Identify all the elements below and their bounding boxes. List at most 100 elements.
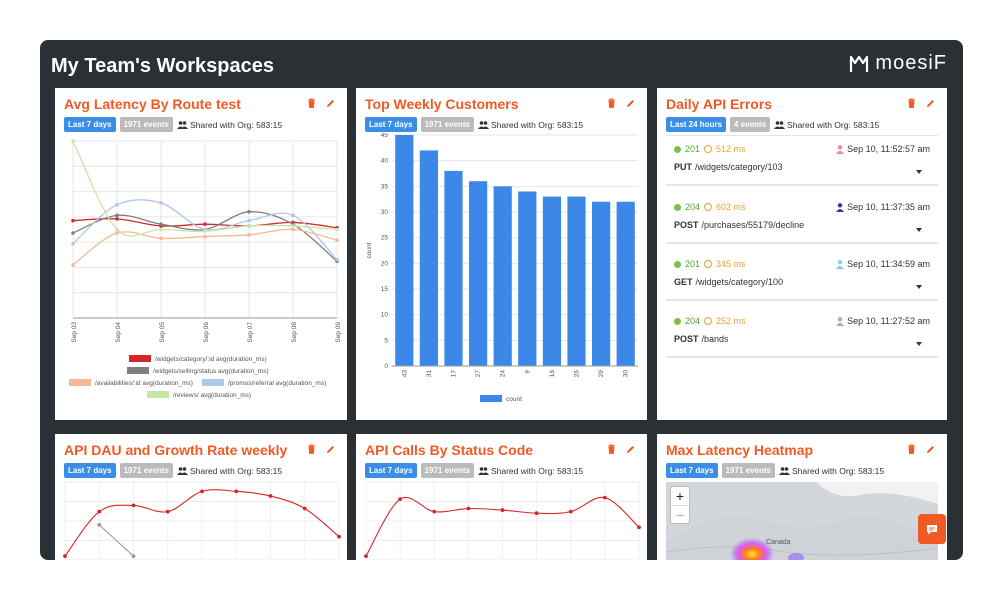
timestamp: Sep 10, 11:37:35 am xyxy=(847,202,930,212)
expand-caret-icon[interactable] xyxy=(916,342,922,346)
customers-chart: 0 5 10 15 20 25 30 35 40 45 count 43 31 17 27 24 9 16 26 29… xyxy=(366,133,638,403)
duration: 345 ms xyxy=(716,259,746,269)
zoom-out-button[interactable]: − xyxy=(671,505,689,523)
time-range-badge[interactable]: Last 7 days xyxy=(365,463,417,478)
x-tick-label: Sep 03 xyxy=(71,322,78,343)
card-latency-heatmap: Max Latency Heatmap Last 7 days 1971 eve… xyxy=(657,434,947,560)
delete-icon[interactable] xyxy=(907,444,916,454)
edit-icon[interactable] xyxy=(626,98,635,108)
timestamp: Sep 10, 11:52:57 am xyxy=(847,144,930,154)
delete-icon[interactable] xyxy=(307,444,316,454)
bar xyxy=(444,170,463,366)
data-point xyxy=(247,224,251,228)
error-list-item[interactable]: 201 345 ms Sep 10, 11:34:59 am GET/widge… xyxy=(666,251,938,301)
y-tick-label: 5 xyxy=(384,337,388,344)
time-range-badge[interactable]: Last 7 days xyxy=(64,117,116,132)
legend-swatch xyxy=(69,379,91,386)
http-method: GET xyxy=(674,277,693,287)
data-point xyxy=(302,506,307,511)
expand-caret-icon[interactable] xyxy=(916,170,922,174)
data-point xyxy=(203,222,207,226)
shared-label: Shared with Org: 583:15 xyxy=(774,120,879,130)
chat-button[interactable] xyxy=(918,514,946,544)
delete-icon[interactable] xyxy=(607,444,616,454)
error-list-item[interactable]: 204 602 ms Sep 10, 11:37:35 am POST/purc… xyxy=(666,194,938,244)
status-code: 201 xyxy=(685,259,701,269)
error-list-item[interactable]: 204 252 ms Sep 10, 11:27:52 am POST/band… xyxy=(666,308,938,358)
data-point xyxy=(115,213,119,218)
y-tick-label: 30 xyxy=(381,209,389,216)
heatmap-map[interactable]: Canada + − xyxy=(666,482,938,560)
legend-swatch xyxy=(480,395,502,402)
map-land xyxy=(666,482,938,560)
data-point xyxy=(291,224,295,228)
data-point xyxy=(71,218,75,223)
data-point xyxy=(97,509,102,514)
zoom-in-button[interactable]: + xyxy=(675,488,685,504)
edit-icon[interactable] xyxy=(326,98,335,108)
data-point xyxy=(268,494,273,498)
moesif-logo-icon xyxy=(850,55,869,72)
zoom-control: + − xyxy=(670,486,690,524)
x-tick-label: 27 xyxy=(475,370,482,378)
error-list-item[interactable]: 201 512 ms Sep 10, 11:52:57 am PUT/widge… xyxy=(666,136,938,186)
status-ok-icon xyxy=(674,203,681,211)
y-tick-label: 40 xyxy=(381,158,389,165)
data-point xyxy=(247,233,251,237)
data-point xyxy=(203,234,207,239)
delete-icon[interactable] xyxy=(307,98,316,108)
http-method: POST xyxy=(674,220,699,230)
duration: 252 ms xyxy=(716,316,746,326)
status-ok-icon xyxy=(674,145,681,153)
expand-caret-icon[interactable] xyxy=(916,228,922,232)
workspace-frame: My Team's Workspaces moesiF Avg Latency … xyxy=(40,40,963,560)
y-tick-label: 15 xyxy=(381,286,389,293)
card-title: Avg Latency By Route test xyxy=(64,96,241,112)
legend-label: /widgets/category/:id avg(duration_ms) xyxy=(155,356,267,363)
data-point xyxy=(159,227,163,232)
data-point xyxy=(534,511,539,516)
data-point xyxy=(335,257,339,262)
edit-icon[interactable] xyxy=(926,444,935,454)
expand-caret-icon[interactable] xyxy=(916,285,922,289)
users-icon xyxy=(774,120,786,129)
data-point xyxy=(466,506,471,511)
x-tick-label: 16 xyxy=(549,370,556,378)
card-title: API DAU and Growth Rate weekly xyxy=(64,442,288,458)
data-point xyxy=(337,534,341,539)
workspace-title: My Team's Workspaces xyxy=(51,55,275,77)
latency-chart: Sep 03 Sep 04 Sep 05 Sep 06 Sep 07 Sep 08 Sep … xyxy=(69,139,342,399)
time-range-badge[interactable]: Last 7 days xyxy=(365,117,417,132)
data-point xyxy=(159,201,163,205)
bar xyxy=(395,135,414,366)
legend-label: /reviews/ avg(duration_ms) xyxy=(173,392,251,399)
edit-icon[interactable] xyxy=(326,444,335,454)
delete-icon[interactable] xyxy=(907,98,916,108)
legend-label: /widgets/selling/status avg(duration_ms) xyxy=(153,368,269,375)
shared-label: Shared with Org: 583:15 xyxy=(477,466,583,476)
edit-icon[interactable] xyxy=(926,98,935,108)
delete-icon[interactable] xyxy=(607,98,616,108)
user-icon xyxy=(836,144,845,154)
time-range-badge[interactable]: Last 7 days xyxy=(64,463,116,478)
data-point xyxy=(71,241,75,246)
card-daily-errors: Daily API Errors Last 24 hours 4 events … xyxy=(657,88,947,420)
data-point xyxy=(247,218,251,223)
y-tick-label: 20 xyxy=(381,260,389,267)
legend-swatch xyxy=(202,379,224,386)
time-range-badge[interactable]: Last 7 days xyxy=(666,463,718,478)
legend-swatch xyxy=(127,367,149,374)
data-point xyxy=(131,503,136,508)
duration: 512 ms xyxy=(716,144,746,154)
route-path: /widgets/category/103 xyxy=(695,162,783,172)
data-point xyxy=(131,554,136,558)
x-tick-label: Sep 04 xyxy=(115,322,122,343)
bar xyxy=(419,150,439,366)
edit-icon[interactable] xyxy=(626,444,635,454)
http-method: PUT xyxy=(674,162,692,172)
time-range-badge[interactable]: Last 24 hours xyxy=(666,117,727,132)
data-point xyxy=(97,523,102,527)
map-label-canada: Canada xyxy=(766,539,791,546)
x-tick-label: Sep 07 xyxy=(247,322,254,343)
x-tick-label: 31 xyxy=(426,370,433,378)
